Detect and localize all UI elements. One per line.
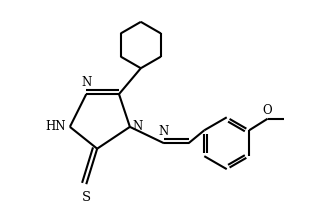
Text: N: N [132, 120, 142, 133]
Text: HN: HN [45, 120, 66, 133]
Text: O: O [263, 104, 273, 117]
Text: N: N [159, 125, 169, 138]
Text: S: S [82, 191, 91, 204]
Text: N: N [81, 76, 92, 89]
